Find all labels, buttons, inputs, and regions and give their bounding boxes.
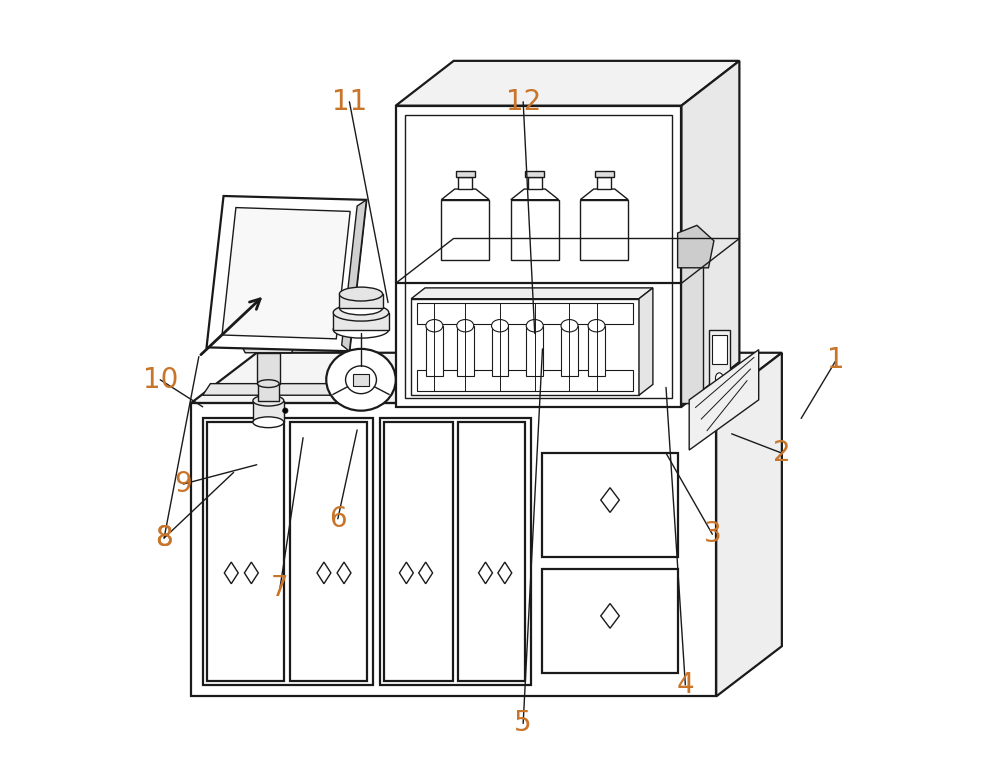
Text: 6: 6 [329, 505, 347, 532]
Bar [441, 200, 489, 260]
Ellipse shape [326, 349, 396, 411]
Bar [207, 422, 284, 681]
Bar [290, 422, 367, 681]
Ellipse shape [457, 319, 474, 332]
Bar [426, 326, 443, 376]
Ellipse shape [333, 304, 389, 321]
Polygon shape [601, 604, 619, 629]
Ellipse shape [526, 319, 543, 332]
Polygon shape [214, 202, 357, 345]
Bar [384, 422, 453, 681]
Polygon shape [580, 189, 628, 200]
Bar [511, 200, 559, 260]
Bar [456, 171, 475, 177]
Ellipse shape [339, 287, 383, 301]
Polygon shape [681, 249, 703, 403]
Polygon shape [639, 288, 653, 395]
Polygon shape [241, 345, 295, 353]
Polygon shape [716, 353, 782, 697]
Bar [257, 353, 280, 384]
Polygon shape [224, 562, 238, 584]
Polygon shape [244, 562, 258, 584]
Bar [380, 418, 531, 685]
Bar [457, 326, 474, 376]
Polygon shape [479, 562, 492, 584]
Text: 8: 8 [155, 524, 173, 552]
Text: 11: 11 [332, 88, 367, 115]
Ellipse shape [346, 366, 376, 394]
Bar [203, 418, 373, 685]
Polygon shape [222, 208, 350, 339]
Polygon shape [337, 562, 351, 584]
Ellipse shape [258, 380, 279, 388]
Polygon shape [681, 61, 739, 407]
Polygon shape [396, 61, 739, 105]
Polygon shape [317, 562, 331, 584]
Polygon shape [678, 226, 714, 268]
Text: 4: 4 [677, 671, 694, 699]
Polygon shape [411, 298, 639, 395]
Bar [580, 200, 628, 260]
Polygon shape [601, 487, 619, 512]
Bar [542, 453, 678, 557]
Bar [492, 326, 508, 376]
Ellipse shape [426, 319, 443, 332]
Polygon shape [203, 384, 338, 395]
Polygon shape [419, 562, 433, 584]
Ellipse shape [715, 373, 723, 384]
Ellipse shape [492, 319, 508, 332]
Bar [712, 335, 727, 364]
Bar [588, 326, 605, 376]
Text: 8: 8 [155, 524, 173, 552]
Bar [405, 115, 672, 398]
Text: 3: 3 [703, 520, 721, 548]
Text: 1: 1 [827, 346, 845, 374]
Text: 5: 5 [514, 709, 532, 738]
Polygon shape [207, 196, 366, 351]
Ellipse shape [253, 395, 284, 406]
Polygon shape [399, 562, 413, 584]
Bar [253, 401, 284, 422]
Bar [339, 294, 383, 308]
Polygon shape [191, 353, 782, 403]
Ellipse shape [333, 321, 389, 338]
Polygon shape [511, 189, 559, 200]
Polygon shape [191, 403, 716, 697]
Bar [526, 326, 543, 376]
Bar [417, 370, 633, 391]
Bar [458, 422, 525, 681]
Polygon shape [441, 189, 489, 200]
Polygon shape [396, 105, 681, 407]
Ellipse shape [588, 319, 605, 332]
Ellipse shape [561, 319, 578, 332]
Bar [561, 326, 578, 376]
Bar [542, 569, 678, 673]
Bar [708, 329, 730, 395]
Polygon shape [342, 200, 366, 351]
Ellipse shape [283, 408, 288, 413]
Bar [597, 177, 611, 189]
Bar [417, 302, 633, 324]
Text: 2: 2 [773, 439, 791, 467]
Ellipse shape [253, 417, 284, 428]
Text: 12: 12 [506, 88, 541, 115]
Text: 10: 10 [143, 366, 178, 394]
Polygon shape [498, 562, 512, 584]
Bar [525, 171, 544, 177]
Bar [333, 312, 389, 329]
Polygon shape [411, 288, 653, 298]
Ellipse shape [339, 301, 383, 315]
Bar [595, 171, 614, 177]
Polygon shape [689, 350, 759, 450]
Text: 7: 7 [271, 574, 289, 602]
Text: 9: 9 [175, 470, 192, 498]
Bar [258, 384, 279, 401]
Bar [353, 374, 369, 386]
Bar [458, 177, 472, 189]
Bar [528, 177, 542, 189]
